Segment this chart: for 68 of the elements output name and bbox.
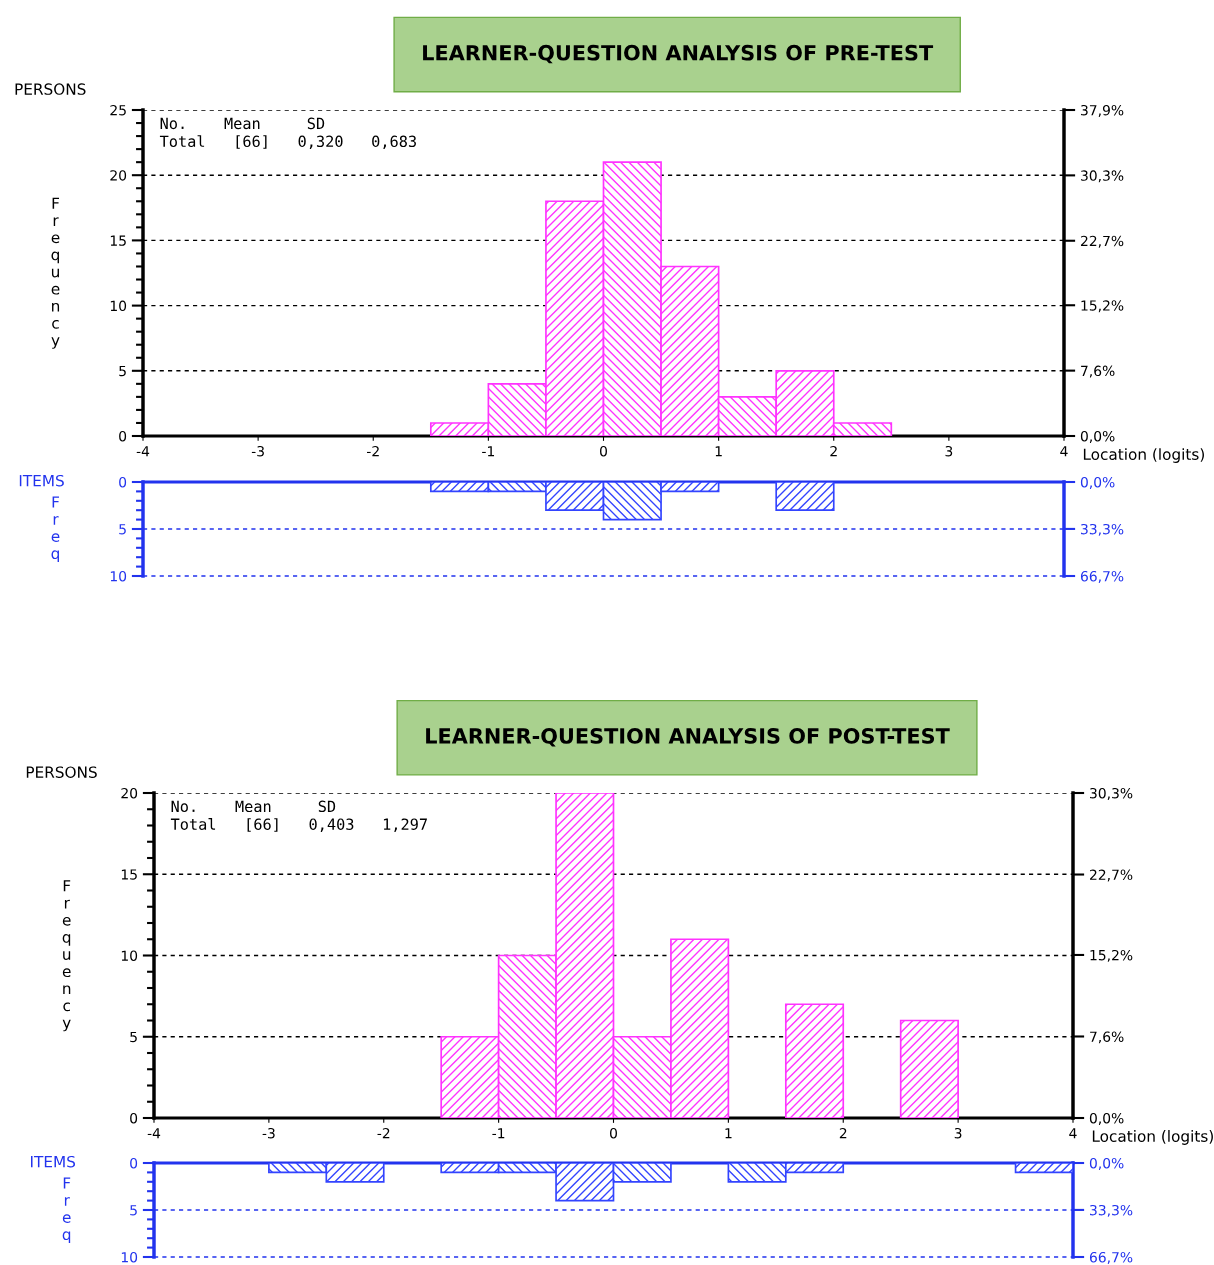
y2-tick-label: 33,3% xyxy=(1090,1204,1133,1217)
y2-tick-label: 7,6% xyxy=(1090,1031,1124,1044)
y-tick-label: 5 xyxy=(119,365,126,377)
x-tick-label: -3 xyxy=(262,1127,275,1139)
x-axis-title: Location (logits) xyxy=(1083,448,1204,463)
y-tick-label: 0 xyxy=(130,1157,138,1169)
x-tick-label: -4 xyxy=(136,446,150,457)
y-tick-label: 0 xyxy=(130,1112,138,1124)
y-tick-label: 5 xyxy=(130,1205,137,1216)
x-tick-label: 2 xyxy=(839,1127,847,1139)
y-tick-label: 15 xyxy=(110,235,126,246)
text: PERSONS xyxy=(26,766,97,778)
y-tick-label: 5 xyxy=(130,1031,137,1043)
x-tick-label: 3 xyxy=(954,1127,962,1139)
chart-title: LEARNER-QUESTION ANALYSIS OF POST-TEST xyxy=(426,728,950,747)
y2-tick-label: 30,3% xyxy=(1081,170,1124,183)
y-tick-label: 5 xyxy=(119,524,126,535)
y-tick-label: 10 xyxy=(110,570,127,582)
y-tick-label: 10 xyxy=(121,1251,138,1263)
y-axis-title: Freq xyxy=(62,1177,71,1244)
y2-tick-label: 0,0% xyxy=(1080,476,1115,489)
y-tick-label: 10 xyxy=(121,950,138,961)
y-tick-label: 15 xyxy=(121,869,137,880)
x-tick-label: -2 xyxy=(377,1127,390,1139)
y-tick-label: 0 xyxy=(119,476,127,488)
x-tick-label: 2 xyxy=(830,445,837,457)
y2-tick-label: 0,0% xyxy=(1089,1157,1124,1170)
x-tick-label: -1 xyxy=(492,1128,505,1139)
annotation: Total [66] 0,320 0,683 xyxy=(159,135,416,149)
y-tick-label: 10 xyxy=(110,300,127,312)
y2-tick-label: 22,7% xyxy=(1080,235,1124,248)
x-tick-label: -2 xyxy=(367,445,379,457)
x-tick-label: 3 xyxy=(945,445,953,457)
text: Frequency xyxy=(62,880,71,1032)
x-tick-label: 1 xyxy=(715,446,722,457)
x-axis-title: Location (logits) xyxy=(1092,1130,1213,1145)
y2-tick-label: 0,0% xyxy=(1089,1112,1124,1125)
y2-tick-label: 33,3% xyxy=(1081,523,1124,536)
x-tick-label: -1 xyxy=(482,446,495,457)
annotation: No. Mean SD xyxy=(160,117,325,130)
x-tick-label: 4 xyxy=(1069,1128,1077,1139)
text: ITEMS xyxy=(31,1155,76,1168)
y-axis-title: Freq xyxy=(51,496,60,563)
y-tick-label: 25 xyxy=(110,104,126,116)
x-tick-label: -3 xyxy=(251,445,264,457)
y2-tick-label: 66,7% xyxy=(1089,1251,1133,1264)
text: PERSONS xyxy=(15,83,86,95)
y2-tick-label: 15,2% xyxy=(1090,949,1133,962)
x-tick-label: 0 xyxy=(600,445,607,457)
x-tick-label: 4 xyxy=(1060,446,1068,457)
y2-tick-label: 0,0% xyxy=(1080,430,1115,443)
y-tick-label: 20 xyxy=(110,170,127,181)
x-tick-label: -4 xyxy=(147,1128,161,1139)
y-tick-label: 20 xyxy=(121,787,138,799)
y2-tick-label: 15,2% xyxy=(1081,300,1124,313)
y2-tick-label: 30,3% xyxy=(1090,787,1133,800)
annotation: Total [66] 0,403 1,297 xyxy=(170,818,427,832)
y-tick-label: 0 xyxy=(119,430,127,442)
y2-tick-label: 22,7% xyxy=(1089,869,1133,882)
y2-tick-label: 7,6% xyxy=(1081,365,1115,378)
x-tick-label: 1 xyxy=(725,1128,732,1139)
y2-tick-label: 66,7% xyxy=(1080,570,1124,583)
y2-tick-label: 37,9% xyxy=(1081,104,1124,117)
text: ITEMS xyxy=(19,474,64,487)
text: Frequency xyxy=(51,197,60,349)
annotation: No. Mean SD xyxy=(171,800,336,813)
x-tick-label: 0 xyxy=(610,1127,617,1139)
chart-title: LEARNER-QUESTION ANALYSIS OF PRE-TEST xyxy=(423,44,934,64)
